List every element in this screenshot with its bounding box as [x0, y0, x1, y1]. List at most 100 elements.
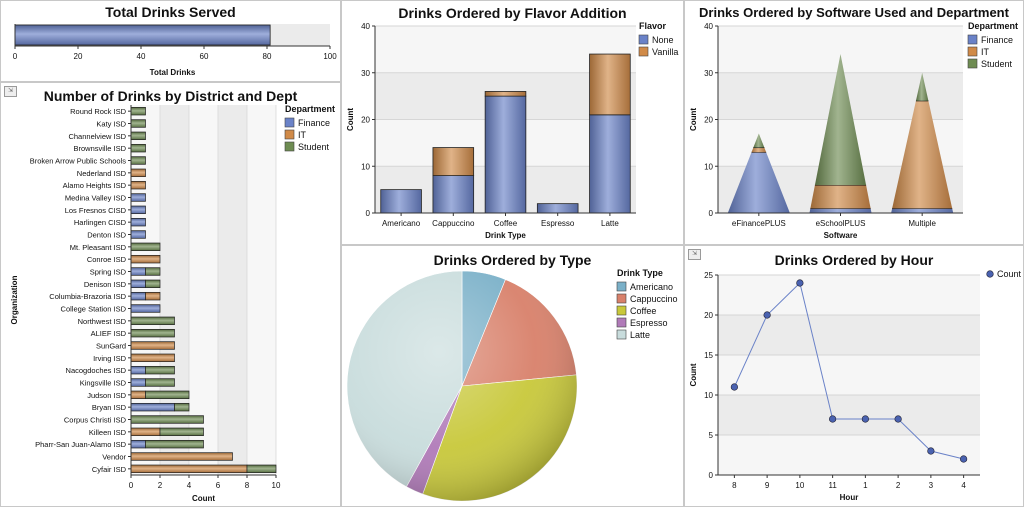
legend-swatch: [284, 141, 295, 152]
bar-segment: [130, 267, 146, 276]
bar-segment: [130, 365, 146, 375]
bar-segment: [130, 341, 175, 350]
cone-segment: [751, 147, 767, 153]
tick-label: 0: [129, 481, 134, 490]
bar-segment: [130, 156, 146, 165]
legend-swatch: [616, 281, 627, 292]
legend-marker: [986, 270, 994, 278]
cone-segment: [891, 208, 954, 213]
tick-label: 30: [361, 69, 370, 78]
tick-label: 8: [245, 481, 250, 490]
legend-swatch: [284, 129, 295, 140]
cone-segment: [892, 100, 953, 209]
bar-segment: [159, 427, 204, 437]
bar-segment: [145, 279, 161, 289]
district-chart: Round Rock ISD Katy ISD Channelview ISD Bro…: [10, 104, 335, 503]
x-axis-label: Software: [824, 231, 858, 240]
tick-label: 25: [704, 271, 713, 280]
bar-segment: [130, 427, 161, 437]
category-label: Denton ISD: [87, 231, 126, 240]
bar-segment: [145, 390, 190, 400]
data-point: [894, 415, 902, 423]
legend-title: Department: [968, 21, 1018, 31]
category-label: Conroe ISD: [87, 255, 127, 264]
legend-swatch: [616, 329, 627, 340]
legend-swatch: [616, 305, 627, 316]
bar-segment: [130, 254, 161, 264]
legend-swatch: [638, 46, 649, 57]
hour-panel: ⇲ Drinks Ordered by Hour 8 9 10 11 1 2 3 4 0 5 10 1…: [684, 245, 1024, 507]
software-chart: eFinancePLUS eSchoolPLUS Multiple 0 10 20 30 40…: [689, 21, 1018, 240]
legend-swatch: [967, 58, 978, 69]
bar-segment: [130, 106, 146, 116]
bar-segment: [130, 217, 146, 227]
data-point: [927, 447, 935, 455]
district-panel: ⇲ Number of Drinks by District and Dept …: [0, 82, 341, 507]
tick-label: 4: [961, 481, 966, 490]
flavor-title: Drinks Ordered by Flavor Addition: [398, 5, 627, 21]
bar-segment: [130, 131, 146, 141]
legend-swatch: [616, 317, 627, 328]
bar-segment: [145, 291, 161, 301]
flavor-panel: Drinks Ordered by Flavor Addition Americ…: [341, 0, 684, 245]
tick-label: 30: [704, 69, 713, 78]
bar-segment: [145, 439, 204, 449]
bar-segment: [130, 119, 146, 128]
category-label: Bryan ISD: [92, 403, 127, 412]
category-label: Spring ISD: [90, 268, 127, 277]
bar-segment: [130, 316, 175, 326]
bar-segment: [130, 402, 175, 412]
legend-label: Vanilla: [652, 47, 678, 57]
cone-segment: [753, 133, 765, 148]
bar: [14, 24, 271, 46]
grid-band: [718, 315, 980, 355]
tick-label: 1: [863, 481, 868, 490]
data-point: [960, 455, 968, 463]
category-label: Denison ISD: [84, 280, 127, 289]
tick-label: 11: [828, 481, 837, 490]
bar-segment: [484, 95, 527, 214]
maximize-icon[interactable]: ⇲: [4, 86, 17, 97]
legend-label: Americano: [630, 282, 673, 292]
tick-label: 5: [709, 431, 714, 440]
legend-label: Espresso: [630, 318, 668, 328]
legend-label: None: [652, 35, 674, 45]
category-label: Northwest ISD: [78, 317, 127, 326]
category-label: eSchoolPLUS: [816, 219, 866, 228]
category-label: Round Rock ISD: [70, 107, 126, 116]
bar-segment: [130, 180, 146, 190]
maximize-icon[interactable]: ⇲: [688, 249, 701, 260]
category-label: Nacogdoches ISD: [66, 366, 127, 375]
bar-segment: [130, 304, 161, 313]
tick-label: 0: [366, 209, 371, 218]
category-label: Multiple: [908, 219, 936, 228]
tick-label: 0: [13, 52, 18, 61]
category-label: College Station ISD: [61, 305, 127, 314]
category-label: Espresso: [541, 219, 575, 228]
data-point: [730, 383, 738, 391]
category-label: Killeen ISD: [89, 428, 127, 437]
y-axis-label: Count: [346, 108, 355, 131]
bar-segment: [130, 168, 146, 178]
plot-area: [131, 105, 276, 475]
series-line: [733, 282, 964, 460]
bar-segment: [130, 415, 204, 424]
bar-segment: [130, 279, 146, 289]
legend-label: Finance: [298, 118, 330, 128]
legend-label: Finance: [981, 35, 1013, 45]
tick-label: 20: [361, 116, 370, 125]
tick-label: 9: [765, 481, 770, 490]
y-axis-label: Organization: [10, 275, 19, 324]
legend-label: Latte: [630, 330, 650, 340]
category-label: Pharr-San Juan-Alamo ISD: [35, 440, 126, 449]
x-axis-label: Hour: [840, 493, 859, 502]
legend-swatch: [967, 46, 978, 57]
category-label: Brownsville ISD: [73, 144, 126, 153]
category-label: Nederland ISD: [77, 169, 127, 178]
bar-segment: [130, 464, 248, 474]
bar-segment: [130, 143, 146, 153]
tick-label: 40: [361, 22, 370, 31]
district-title: Number of Drinks by District and Dept: [43, 88, 298, 104]
category-label: Los Fresnos CISD: [65, 206, 127, 215]
category-label: Medina Valley ISD: [65, 194, 127, 203]
